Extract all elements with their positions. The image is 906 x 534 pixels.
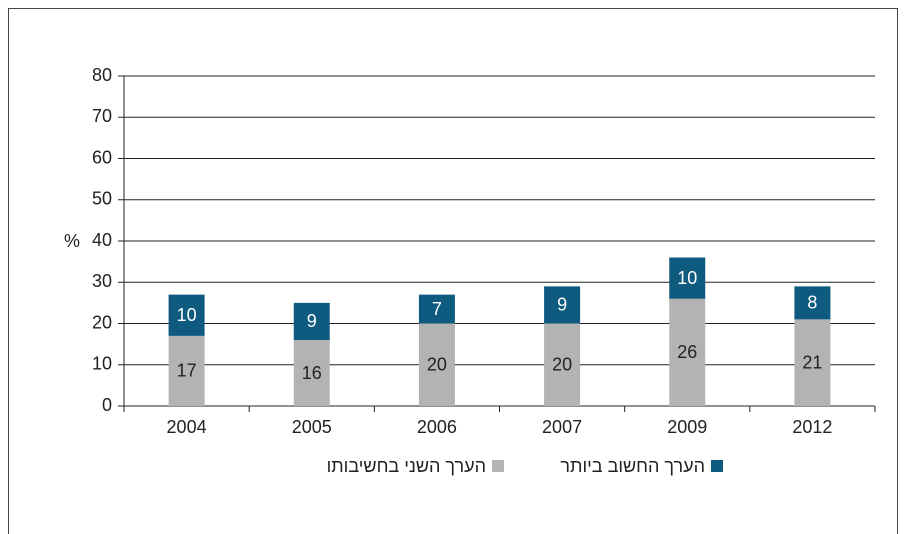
y-tick-label: 0 — [102, 395, 112, 415]
bar-segment — [669, 257, 706, 299]
x-tick-label: 2004 — [167, 417, 207, 437]
data-label: 10 — [677, 268, 697, 288]
bar-segment — [418, 294, 455, 324]
bar-segment — [544, 323, 581, 406]
y-axis-label: % — [64, 231, 80, 251]
data-label: 17 — [177, 361, 197, 381]
bar-segment — [168, 294, 205, 336]
data-label: 20 — [552, 355, 572, 375]
data-label: 9 — [557, 295, 567, 315]
x-tick-label: 2009 — [667, 417, 707, 437]
frame — [8, 8, 898, 534]
bar-segment — [794, 319, 831, 406]
x-tick-label: 2005 — [292, 417, 332, 437]
y-tick-label: 70 — [92, 106, 112, 126]
legend-swatch — [492, 460, 504, 472]
x-tick-label: 2006 — [417, 417, 457, 437]
x-tick-label: 2012 — [792, 417, 832, 437]
y-tick-label: 10 — [92, 354, 112, 374]
data-label: 8 — [807, 293, 817, 313]
bar-segment — [669, 298, 706, 406]
bar-segment — [293, 340, 330, 406]
data-label: 20 — [427, 355, 447, 375]
bar-segment — [418, 323, 455, 406]
y-tick-label: 80 — [92, 65, 112, 85]
x-tick-label: 2007 — [542, 417, 582, 437]
y-tick-label: 60 — [92, 147, 112, 167]
data-label: 7 — [432, 299, 442, 319]
data-label: 21 — [802, 352, 822, 372]
bar-segment — [293, 302, 330, 340]
bar-segment — [544, 286, 581, 324]
y-tick-label: 20 — [92, 312, 112, 332]
legend-swatch — [711, 460, 723, 472]
data-label: 10 — [177, 305, 197, 325]
data-label: 26 — [677, 342, 697, 362]
y-tick-label: 50 — [92, 189, 112, 209]
y-tick-label: 40 — [92, 230, 112, 250]
legend-label: הערך החשוב ביותר — [560, 456, 705, 476]
bar-segment — [168, 335, 205, 406]
bar-segment — [794, 286, 831, 320]
data-label: 16 — [302, 363, 322, 383]
data-label: 9 — [307, 311, 317, 331]
legend-label: הערך השני בחשיבותו — [327, 456, 486, 476]
y-tick-label: 30 — [92, 271, 112, 291]
